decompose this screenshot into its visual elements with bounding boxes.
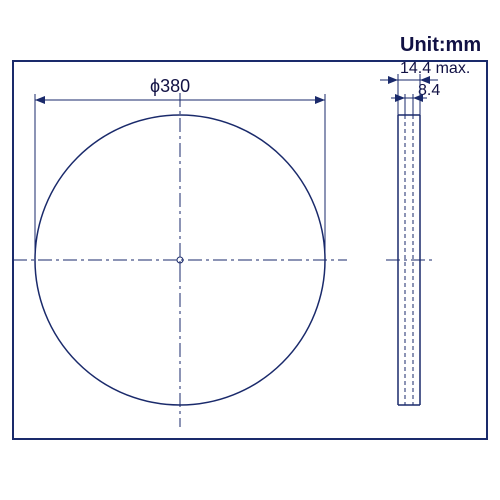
engineering-drawing <box>0 0 500 500</box>
